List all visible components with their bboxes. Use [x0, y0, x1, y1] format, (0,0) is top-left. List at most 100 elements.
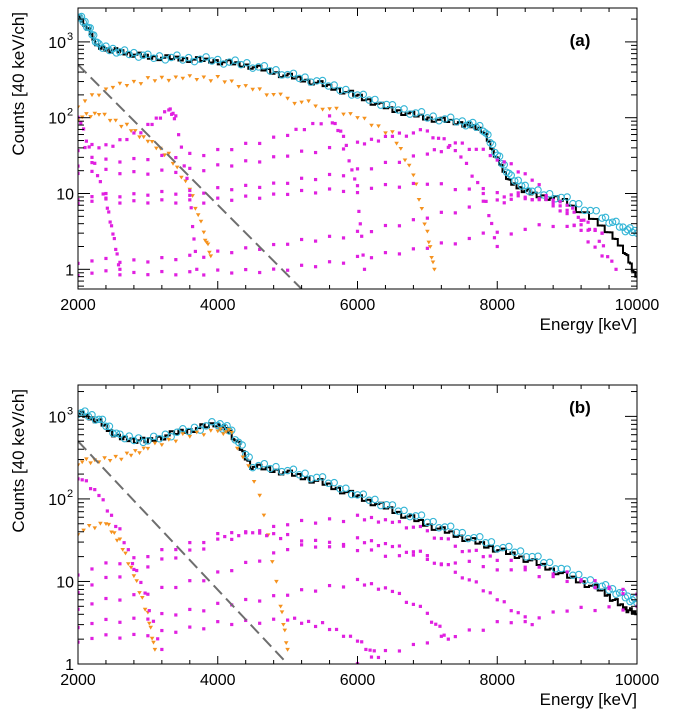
fit-point [86, 24, 94, 32]
fit-point [524, 187, 533, 195]
magenta-component-point [530, 198, 534, 202]
magenta-component-point [251, 531, 255, 535]
magenta-component-point [439, 182, 443, 186]
magenta-component-point [350, 168, 354, 172]
fit-point [469, 118, 477, 127]
x-tick-label: 6000 [340, 297, 376, 314]
magenta-component-point [383, 554, 388, 558]
magenta-component-point [502, 201, 506, 205]
magenta-component-point [132, 258, 136, 262]
magenta-component-point [376, 139, 381, 143]
magenta-component-point [397, 649, 402, 653]
magenta-component-point [446, 637, 450, 641]
magenta-component-point [300, 539, 304, 543]
magenta-component-point [132, 156, 136, 161]
magenta-component-point [244, 246, 248, 250]
magenta-component-point [118, 575, 122, 579]
magenta-component-point [453, 634, 457, 639]
magenta-component-point [97, 146, 101, 150]
magenta-component-point [174, 201, 178, 205]
magenta-component-point [474, 548, 478, 552]
fit-point [400, 105, 408, 113]
magenta-component-point [488, 591, 492, 595]
magenta-component-point [544, 195, 548, 200]
magenta-component-point [530, 178, 534, 182]
magenta-component-point [78, 477, 80, 481]
magenta-component-point [355, 536, 360, 540]
fit-point [476, 533, 484, 541]
magenta-component-point [355, 254, 360, 259]
magenta-component-point [369, 137, 374, 141]
magenta-component-point [429, 620, 434, 624]
fit-point [167, 432, 175, 441]
orange-component-point [82, 99, 88, 104]
magenta-component-point [495, 244, 499, 249]
magenta-component-point [300, 543, 304, 547]
orange-component-point [221, 432, 226, 437]
fit-point [112, 429, 121, 437]
orange-component-point [215, 75, 221, 79]
orange-component-point [141, 135, 146, 140]
magenta-component-point [383, 182, 388, 187]
magenta-component-point [114, 247, 118, 252]
magenta-component-point [300, 188, 304, 193]
magenta-component-point [90, 271, 94, 275]
magenta-component-point [265, 534, 269, 538]
magenta-component-point [179, 145, 184, 149]
fit-point [342, 85, 350, 94]
fit-point [510, 177, 519, 185]
magenta-component-point [132, 199, 136, 203]
magenta-component-point [272, 532, 276, 536]
orange-component-point [88, 115, 93, 119]
magenta-component-point [495, 198, 499, 202]
fit-point [91, 416, 100, 424]
fit-point [486, 139, 495, 147]
magenta-component-point [286, 548, 290, 552]
magenta-component-point [358, 222, 362, 226]
orange-component-point [180, 76, 186, 81]
fit-point [214, 55, 222, 64]
fit-point [318, 473, 327, 481]
orange-component-point [205, 242, 211, 247]
magenta-component-point [509, 197, 513, 201]
magenta-component-point [146, 193, 150, 197]
magenta-component-point [376, 587, 381, 591]
fit-point [301, 469, 309, 478]
orange-component-point [422, 222, 427, 227]
magenta-component-point [300, 518, 304, 523]
magenta-component-point [118, 138, 122, 142]
magenta-component-point [116, 263, 121, 267]
magenta-component-point [244, 159, 248, 163]
orange-component-point [432, 267, 437, 272]
magenta-component-point [104, 596, 108, 601]
magenta-component-point [174, 192, 178, 196]
magenta-component-point [523, 197, 527, 201]
orange-component-point [131, 79, 137, 84]
orange-component-point [119, 124, 124, 129]
magenta-component-point [244, 183, 248, 187]
magenta-component-point [411, 553, 415, 557]
fit-point [342, 484, 350, 493]
fit-point [540, 559, 548, 567]
fit-point [173, 51, 181, 59]
magenta-component-point [107, 210, 111, 214]
orange-component-point [187, 74, 193, 78]
orange-component-point [141, 446, 146, 451]
magenta-component-point [146, 617, 150, 621]
orange-component-point [341, 112, 346, 117]
magenta-component-point [78, 607, 80, 611]
magenta-component-point [93, 488, 97, 492]
magenta-component-point [425, 529, 429, 533]
magenta-component-point [216, 163, 220, 167]
data-histogram [78, 410, 637, 616]
x-tick-label: 2000 [60, 672, 96, 689]
orange-component-point [334, 106, 339, 111]
magenta-component-point [230, 188, 234, 192]
magenta-component-point [101, 498, 105, 502]
magenta-component-point [439, 536, 443, 541]
orange-component-point [166, 151, 172, 156]
magenta-component-point [272, 594, 276, 598]
magenta-component-point [286, 268, 290, 272]
fit-point [238, 441, 246, 449]
magenta-component-point [160, 628, 164, 633]
